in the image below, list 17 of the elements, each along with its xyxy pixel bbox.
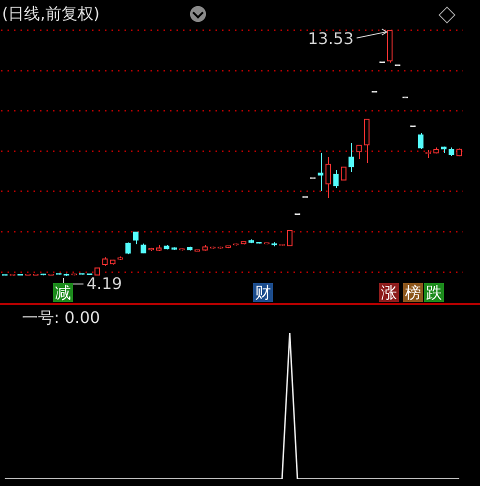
- candlestick: [348, 142, 354, 172]
- chart-title: (日线,前复权): [2, 4, 100, 25]
- chart-title: 一号: 0.00: [22, 308, 100, 329]
- candlestick: [333, 170, 339, 189]
- candlestick: [286, 230, 293, 246]
- text: 榜: [403, 283, 423, 302]
- text: 跌: [424, 283, 444, 302]
- candlestick: [418, 132, 424, 150]
- candlestick: [340, 166, 346, 180]
- text: 财: [253, 283, 273, 302]
- annotation: 4.19: [86, 274, 122, 294]
- text: 减: [53, 283, 73, 302]
- candlestick: [356, 144, 362, 160]
- candlestick: [318, 152, 324, 192]
- candlestick: [325, 156, 332, 199]
- text: 涨: [379, 283, 399, 302]
- annotation: 13.53: [308, 29, 354, 48]
